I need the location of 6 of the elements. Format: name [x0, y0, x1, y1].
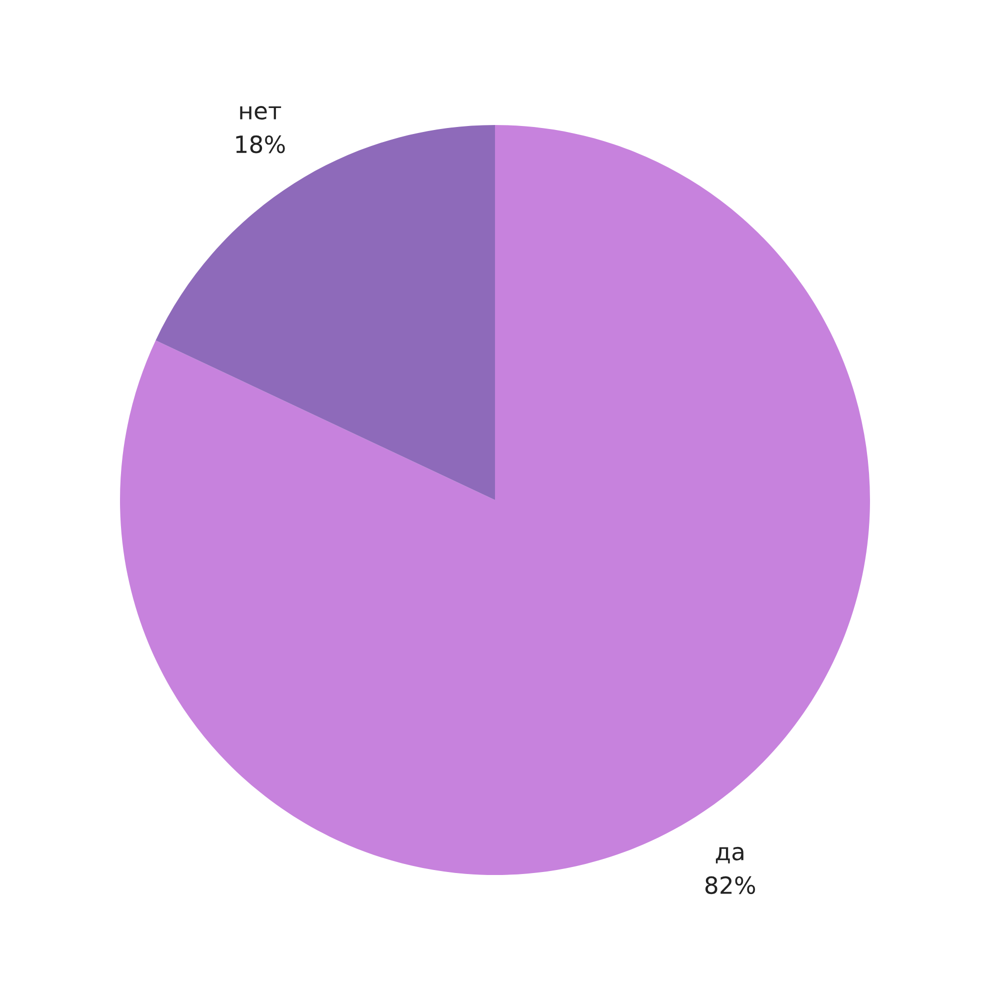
slice-label: да — [716, 846, 744, 864]
pie-slice — [120, 125, 870, 875]
data-label: 82% — [705, 876, 756, 894]
data-label: 18% — [236, 135, 285, 154]
pie-slice — [156, 125, 495, 500]
slice-label: нет — [240, 106, 282, 120]
